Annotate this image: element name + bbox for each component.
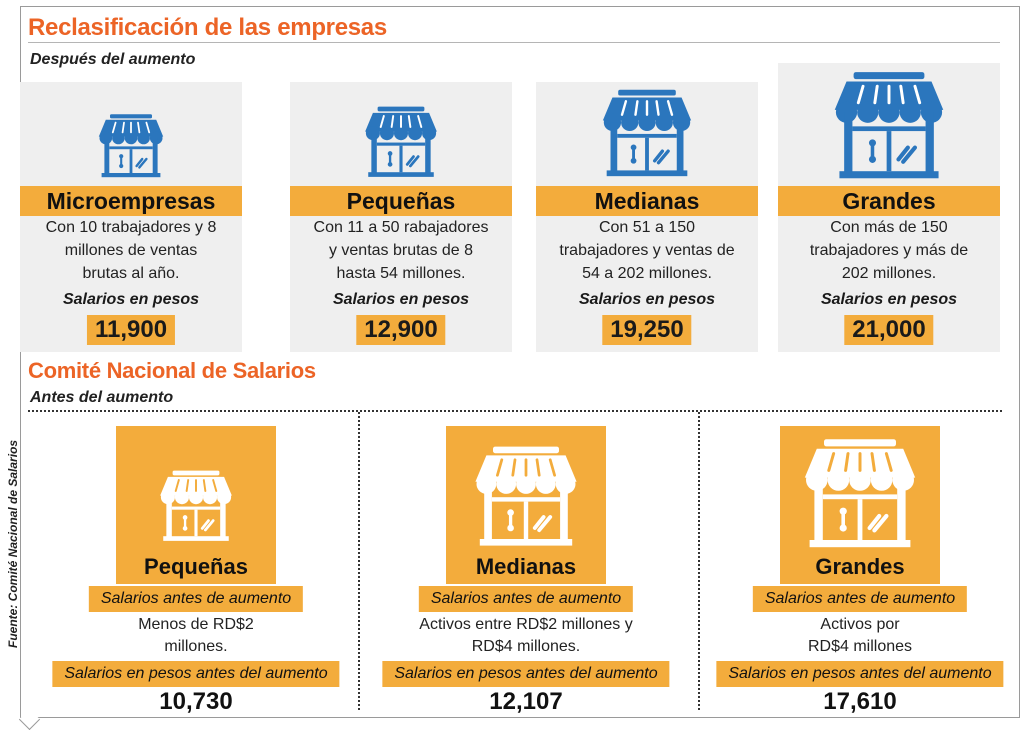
category-description: Con más de 150 trabajadores y más de 202 m… xyxy=(809,219,969,282)
infographic-frame xyxy=(20,6,1020,718)
salary-label: Salarios en pesos xyxy=(578,291,716,308)
store-icon xyxy=(599,84,695,180)
category-description: Con 51 a 150 trabajadores y ventas de 54 a… xyxy=(559,219,735,282)
category-description: Activos por RD$4 millones xyxy=(807,616,913,655)
store-icon xyxy=(830,65,948,183)
card-medianas: Medianas Con 51 a 150 trabajadores y vent… xyxy=(536,82,758,352)
column-divider xyxy=(698,412,700,710)
salary-value: 21,000 xyxy=(844,315,934,345)
salary-before-value-label: Salarios en pesos antes del aumento xyxy=(52,661,340,687)
category-label: Medianas xyxy=(536,186,758,216)
salary-value: 19,250 xyxy=(602,315,692,345)
category-label: Grandes xyxy=(815,554,905,579)
salary-label: Salarios en pesos xyxy=(820,291,958,308)
salary-value: 11,900 xyxy=(86,315,176,345)
salary-before-value-label: Salarios en pesos antes del aumento xyxy=(382,661,670,687)
page-title: Reclasificación de las empresas xyxy=(28,14,387,41)
source-note: Fuente: Comité Nacional de Salarios xyxy=(6,439,20,648)
category-description: Con 11 a 50 rabajadores y ventas brutas d… xyxy=(313,219,489,282)
category-description: Menos de RD$2 millones. xyxy=(138,616,254,655)
salary-label: Salarios en pesos xyxy=(332,291,470,308)
category-description: Activos entre RD$2 millones y RD$4 millon… xyxy=(419,616,633,655)
salary-before-label: Salarios antes de aumento xyxy=(88,586,304,612)
title-divider xyxy=(28,42,1000,43)
before-column-medianas: Medianas Salarios antes de aumento Activ… xyxy=(366,412,686,715)
card-grandes: Grandes Con más de 150 trabajadores y más… xyxy=(778,63,1000,352)
category-description: Con 10 trabajadores y 8 millones de venta… xyxy=(45,219,217,282)
store-icon xyxy=(800,432,920,552)
category-label: Microempresas xyxy=(20,186,242,216)
salary-before-value-label: Salarios en pesos antes del aumento xyxy=(716,661,1004,687)
store-icon xyxy=(471,440,581,550)
section-title: Comité Nacional de Salarios xyxy=(28,358,316,383)
salary-label: Salarios en pesos xyxy=(62,291,200,308)
category-label: Medianas xyxy=(475,554,577,579)
card-pequenas: Pequeñas Con 11 a 50 rabajadores y ventas… xyxy=(290,82,512,352)
category-label: Grandes xyxy=(778,186,1000,216)
column-divider xyxy=(358,412,360,710)
salary-before-label: Salarios antes de aumento xyxy=(752,586,968,612)
store-icon xyxy=(96,110,166,180)
category-label: Pequeñas xyxy=(290,186,512,216)
salary-before-value: 17,610 xyxy=(823,688,897,715)
salary-value: 12,900 xyxy=(356,315,446,345)
page-subtitle: Después del aumento xyxy=(30,51,196,68)
before-column-pequenas: Pequeñas Salarios antes de aumento Menos… xyxy=(36,412,356,715)
store-icon xyxy=(362,102,440,180)
salary-before-label: Salarios antes de aumento xyxy=(418,586,634,612)
salary-before-value: 10,730 xyxy=(159,688,233,715)
card-microempresas: Microempresas Con 10 trabajadores y 8 mil… xyxy=(20,82,242,352)
salary-before-value: 12,107 xyxy=(489,688,563,715)
section-divider xyxy=(28,410,1002,412)
before-column-grandes: Grandes Salarios antes de aumento Activo… xyxy=(700,412,1020,715)
category-tile: Pequeñas xyxy=(116,426,276,584)
section-subtitle: Antes del aumento xyxy=(30,389,174,406)
category-tile: Medianas xyxy=(446,426,606,584)
category-tile: Grandes xyxy=(780,426,940,584)
category-label: Pequeñas xyxy=(144,554,248,579)
store-icon xyxy=(157,466,235,544)
